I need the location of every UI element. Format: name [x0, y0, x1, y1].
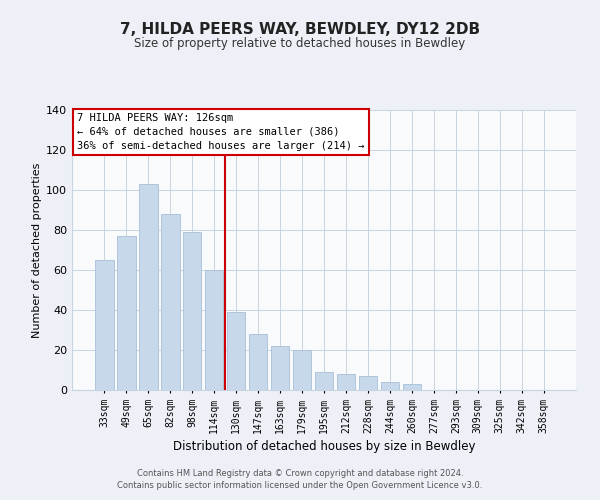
Bar [227, 312, 245, 390]
Bar [271, 346, 289, 390]
Text: Contains public sector information licensed under the Open Government Licence v3: Contains public sector information licen… [118, 481, 482, 490]
Bar [117, 236, 136, 390]
Bar [293, 350, 311, 390]
Bar [403, 384, 421, 390]
Bar [337, 374, 355, 390]
Text: 7, HILDA PEERS WAY, BEWDLEY, DY12 2DB: 7, HILDA PEERS WAY, BEWDLEY, DY12 2DB [120, 22, 480, 38]
Bar [95, 260, 113, 390]
Bar [380, 382, 399, 390]
Bar [183, 232, 202, 390]
Bar [205, 270, 223, 390]
Text: 7 HILDA PEERS WAY: 126sqm
← 64% of detached houses are smaller (386)
36% of semi: 7 HILDA PEERS WAY: 126sqm ← 64% of detac… [77, 113, 365, 151]
X-axis label: Distribution of detached houses by size in Bewdley: Distribution of detached houses by size … [173, 440, 475, 453]
Bar [161, 214, 179, 390]
Bar [359, 376, 377, 390]
Bar [249, 334, 268, 390]
Text: Size of property relative to detached houses in Bewdley: Size of property relative to detached ho… [134, 38, 466, 51]
Y-axis label: Number of detached properties: Number of detached properties [32, 162, 42, 338]
Bar [314, 372, 334, 390]
Bar [139, 184, 158, 390]
Text: Contains HM Land Registry data © Crown copyright and database right 2024.: Contains HM Land Registry data © Crown c… [137, 468, 463, 477]
